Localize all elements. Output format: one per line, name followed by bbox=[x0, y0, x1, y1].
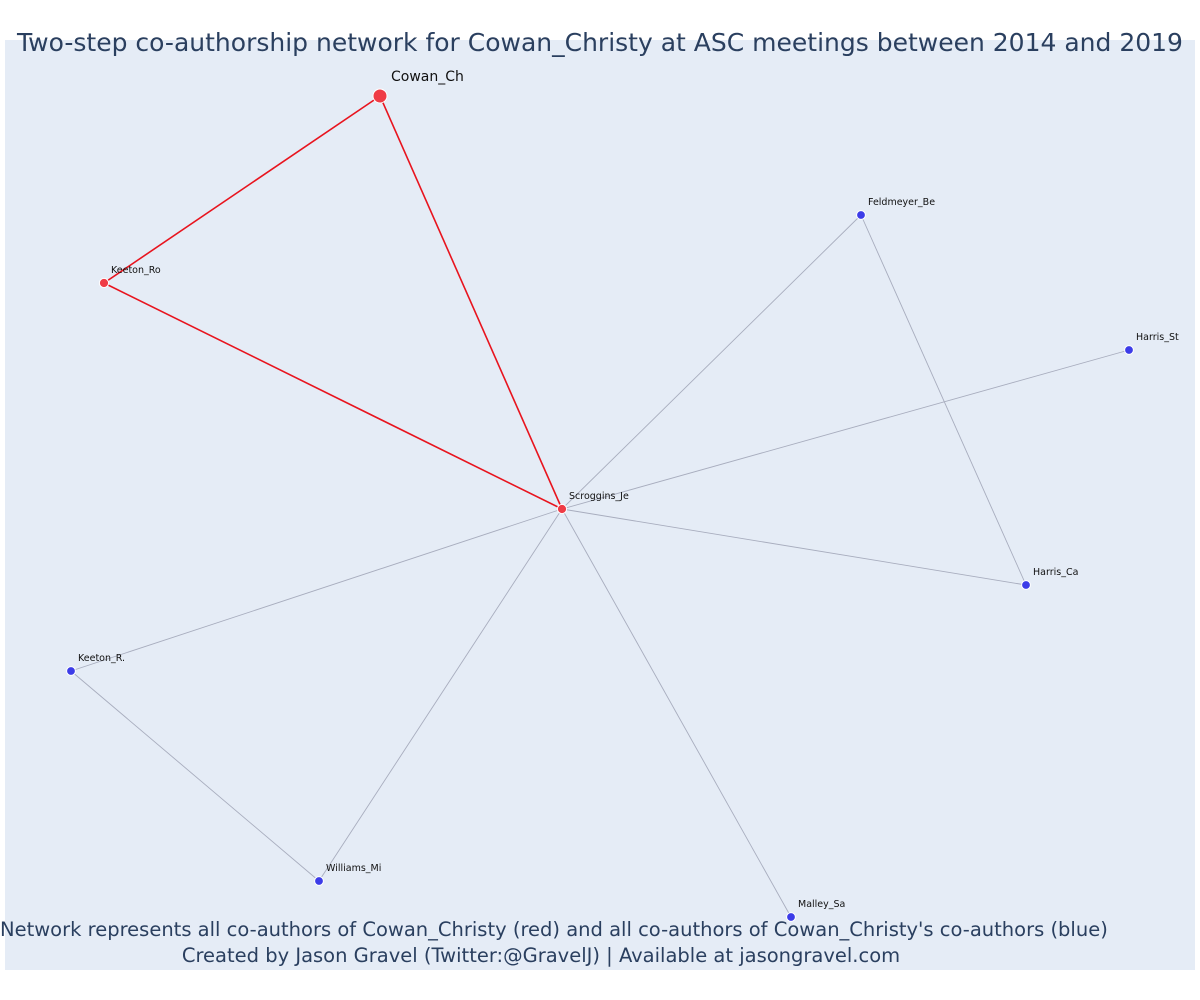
node-scroggins-je[interactable] bbox=[556, 503, 568, 515]
edge-scroggins-je-harris-st bbox=[561, 349, 1130, 510]
node-cowan-ch[interactable] bbox=[372, 88, 388, 104]
edge-scroggins-je-keeton-r bbox=[70, 508, 563, 672]
node-label-malley-sa: Malley_Sa bbox=[798, 899, 845, 910]
edges-layer bbox=[70, 95, 1130, 918]
node-feldmeyer-be[interactable] bbox=[856, 210, 866, 220]
labels-layer: Cowan_Ch Keeton_Ro Scroggins_Je Feldmeyer_B… bbox=[78, 69, 1179, 910]
node-label-harris-ca: Harris_Ca bbox=[1033, 567, 1078, 578]
node-keeton-r[interactable] bbox=[66, 666, 76, 676]
footer-caption: Network represents all co-authors of Cow… bbox=[0, 918, 1108, 941]
node-label-scroggins-je: Scroggins_Je bbox=[569, 491, 629, 502]
chart-title: Two-step co-authorship network for Cowan… bbox=[17, 28, 1183, 57]
edge-scroggins-je-malley-sa bbox=[561, 508, 792, 918]
node-harris-ca[interactable] bbox=[1021, 580, 1031, 590]
edge-scroggins-je-williams-mi bbox=[318, 508, 563, 882]
edge-keeton-ro-scroggins-je bbox=[103, 282, 563, 510]
node-label-williams-mi: Williams_Mi bbox=[326, 863, 381, 874]
node-label-keeton-ro: Keeton_Ro bbox=[111, 265, 161, 276]
node-malley-sa[interactable] bbox=[786, 912, 796, 922]
plot-area bbox=[5, 40, 1195, 970]
node-label-harris-st: Harris_St bbox=[1136, 332, 1179, 343]
footer-credit: Created by Jason Gravel (Twitter:@Gravel… bbox=[181, 944, 901, 967]
nodes-layer bbox=[66, 88, 1134, 922]
edge-keeton-r-williams-mi bbox=[70, 670, 320, 882]
node-harris-st[interactable] bbox=[1124, 345, 1134, 355]
node-williams-mi[interactable] bbox=[314, 876, 324, 886]
edge-cowan-ch-scroggins-je bbox=[379, 95, 563, 510]
node-keeton-ro[interactable] bbox=[98, 277, 110, 289]
edge-feldmeyer-be-harris-ca bbox=[860, 214, 1027, 586]
edge-scroggins-je-harris-ca bbox=[561, 508, 1027, 586]
node-label-keeton-r: Keeton_R. bbox=[78, 653, 125, 664]
edge-cowan-ch-keeton-ro bbox=[103, 95, 381, 284]
node-label-feldmeyer-be: Feldmeyer_Be bbox=[868, 197, 935, 208]
edge-scroggins-je-feldmeyer-be bbox=[561, 214, 862, 510]
node-label-cowan-ch: Cowan_Ch bbox=[391, 69, 464, 85]
